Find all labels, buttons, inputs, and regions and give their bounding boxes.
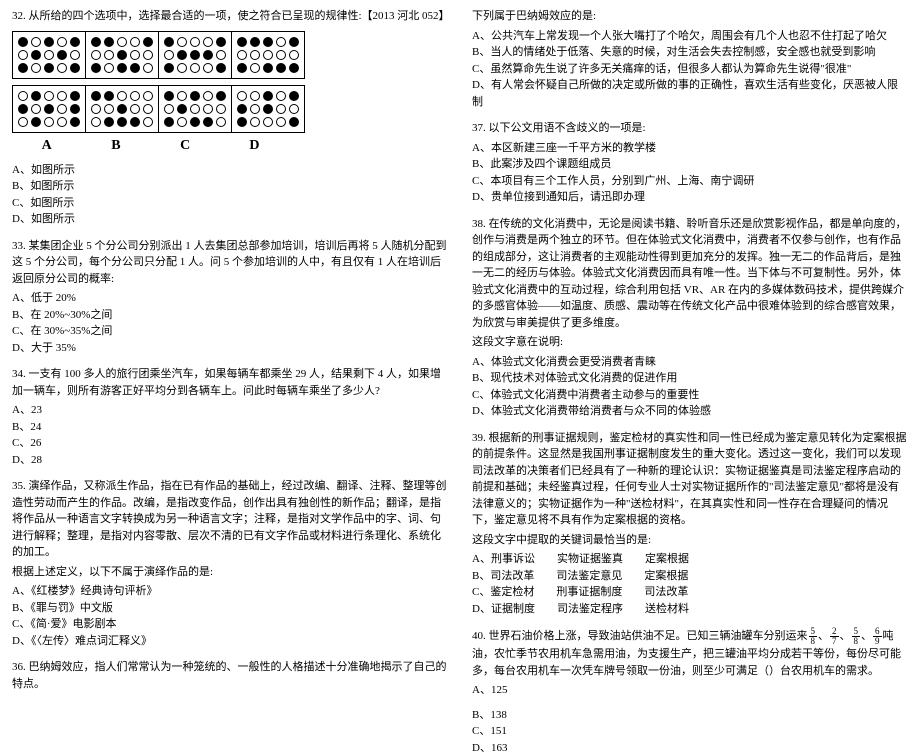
q39-options: A、刑事诉讼 实物证据鉴真 定案根据 B、司法改革 司法鉴定意见 定案根据 C、… (472, 551, 908, 617)
q37-opt-b: B、此案涉及四个课题组成员 (472, 156, 908, 173)
q40-opt-b: B、138 (472, 707, 908, 724)
q40-fractions: 58、27、58、69 (808, 627, 883, 646)
q37-opt-d: D、贵单位接到通知后，请迅即办理 (472, 189, 908, 206)
q36-text: 36. 巴纳姆效应，指人们常常认为一种笼统的、一般性的人格描述十分准确地揭示了自… (12, 659, 448, 692)
q34-opt-d: D、28 (12, 452, 448, 469)
question-36: 36. 巴纳姆效应，指人们常常认为一种笼统的、一般性的人格描述十分准确地揭示了自… (12, 659, 448, 692)
q38-text: 38. 在传统的文化消费中，无论是阅读书籍、聆听音乐还是欣赏影视作品，都是单向度… (472, 216, 908, 332)
q32-opt-d: D、如图所示 (12, 211, 448, 228)
q32-opt-a: A、如图所示 (12, 162, 448, 179)
q36b-opt-b: B、当人的情绪处于低落、失意的时候，对生活会失去控制感，安全感也就受到影响 (472, 44, 908, 61)
q34-options: A、23 B、24 C、26 D、28 (12, 402, 448, 468)
q32-opt-c: C、如图所示 (12, 195, 448, 212)
q39-opt-a: A、刑事诉讼 实物证据鉴真 定案根据 (472, 551, 908, 568)
q35-opt-b: B、《罪与罚》中文版 (12, 600, 448, 617)
q36b-opt-c: C、虽然算命先生说了许多无关痛痒的话，但很多人都认为算命先生说得"很准" (472, 61, 908, 78)
q37-options: A、本区新建三座一千平方米的教学楼 B、此案涉及四个课题组成员 C、本项目有三个… (472, 140, 908, 206)
q39-stem: 这段文字中提取的关键词最恰当的是: (472, 532, 908, 549)
question-35: 35. 演绎作品，又称派生作品，指在已有作品的基础上，经过改编、翻译、注释、整理… (12, 478, 448, 649)
q34-text: 34. 一支有 100 多人的旅行团乘坐汽车，如果每辆车都乘坐 29 人，结果剩… (12, 366, 448, 399)
q36b-opt-d: D、有人常会怀疑自己所做的决定或所做的事的正确性，喜欢生活有些变化，厌恶被人限制 (472, 77, 908, 110)
question-37: 37. 以下公文用语不含歧义的一项是: A、本区新建三座一千平方米的教学楼 B、… (472, 120, 908, 206)
q39-opt-b: B、司法改革 司法鉴定意见 定案根据 (472, 568, 908, 585)
q35-opt-d: D、《〈左传〉难点词汇释义》 (12, 633, 448, 650)
question-40: 40. 世界石油价格上涨，导致油站供油不足。已知三辆油罐车分别运来58、27、5… (472, 627, 908, 756)
q32-text: 32. 从所给的四个选项中，选择最合适的一项，使之符合已呈现的规律性:【2013… (12, 8, 448, 25)
q33-opt-b: B、在 20%~30%之间 (12, 307, 448, 324)
q33-options: A、低于 20% B、在 20%~30%之间 C、在 30%~35%之间 D、大… (12, 290, 448, 356)
q40-opt-c: C、151 (472, 723, 908, 740)
question-36b: 下列属于巴纳姆效应的是: A、公共汽车上常发现一个人张大嘴打了个哈欠，周围会有几… (472, 8, 908, 110)
right-column: 下列属于巴纳姆效应的是: A、公共汽车上常发现一个人张大嘴打了个哈欠，周围会有几… (460, 0, 920, 651)
q37-opt-c: C、本项目有三个工作人员，分别到广州、上海、南宁调研 (472, 173, 908, 190)
q34-opt-b: B、24 (12, 419, 448, 436)
q39-text: 39. 根据新的刑事证据规则，鉴定检材的真实性和同一性已经成为鉴定意见转化为定案… (472, 430, 908, 529)
q32-sequence (12, 31, 305, 79)
q33-opt-a: A、低于 20% (12, 290, 448, 307)
q33-opt-c: C、在 30%~35%之间 (12, 323, 448, 340)
q32-options: A、如图所示 B、如图所示 C、如图所示 D、如图所示 (12, 162, 448, 228)
q33-opt-d: D、大于 35% (12, 340, 448, 357)
q40-text-before: 40. 世界石油价格上涨，导致油站供油不足。已知三辆油罐车分别运来 (472, 630, 808, 642)
question-34: 34. 一支有 100 多人的旅行团乘坐汽车，如果每辆车都乘坐 29 人，结果剩… (12, 366, 448, 468)
q40-opt-d: D、163 (472, 740, 908, 756)
q35-opt-a: A、《红楼梦》经典诗句评析》 (12, 583, 448, 600)
q35-stem: 根据上述定义，以下不属于演绎作品的是: (12, 564, 448, 581)
q36b-text: 下列属于巴纳姆效应的是: (472, 8, 908, 25)
q36b-options: A、公共汽车上常发现一个人张大嘴打了个哈欠，周围会有几个人也忍不住打起了哈欠 B… (472, 28, 908, 111)
q35-opt-c: C、《简·爱》电影剧本 (12, 616, 448, 633)
q32-opt-b: B、如图所示 (12, 178, 448, 195)
q34-opt-c: C、26 (12, 435, 448, 452)
q35-options: A、《红楼梦》经典诗句评析》 B、《罪与罚》中文版 C、《简·爱》电影剧本 D、… (12, 583, 448, 649)
q40-opt-a: A、125 (472, 682, 908, 699)
q32-answers (12, 85, 305, 133)
q32-letters: ABCD (12, 135, 289, 156)
q38-opt-a: A、体验式文化消费会更受消费者青睐 (472, 354, 908, 371)
q40-text: 40. 世界石油价格上涨，导致油站供油不足。已知三辆油罐车分别运来58、27、5… (472, 627, 908, 679)
q38-opt-c: C、体验式文化消费中消费者主动参与的重要性 (472, 387, 908, 404)
q37-opt-a: A、本区新建三座一千平方米的教学楼 (472, 140, 908, 157)
q33-text: 33. 某集团企业 5 个分公司分别派出 1 人去集团总部参加培训，培训后再将 … (12, 238, 448, 288)
left-column: 32. 从所给的四个选项中，选择最合适的一项，使之符合已呈现的规律性:【2013… (0, 0, 460, 651)
question-33: 33. 某集团企业 5 个分公司分别派出 1 人去集团总部参加培训，培训后再将 … (12, 238, 448, 357)
q38-stem: 这段文字意在说明: (472, 334, 908, 351)
q40-options: A、125 B、138 C、151 D、163 (472, 682, 908, 756)
question-39: 39. 根据新的刑事证据规则，鉴定检材的真实性和同一性已经成为鉴定意见转化为定案… (472, 430, 908, 618)
q38-opt-b: B、现代技术对体验式文化消费的促进作用 (472, 370, 908, 387)
q38-options: A、体验式文化消费会更受消费者青睐 B、现代技术对体验式文化消费的促进作用 C、… (472, 354, 908, 420)
q37-text: 37. 以下公文用语不含歧义的一项是: (472, 120, 908, 137)
question-32: 32. 从所给的四个选项中，选择最合适的一项，使之符合已呈现的规律性:【2013… (12, 8, 448, 228)
q39-opt-d: D、证据制度 司法鉴定程序 送检材料 (472, 601, 908, 618)
q36b-opt-a: A、公共汽车上常发现一个人张大嘴打了个哈欠，周围会有几个人也忍不住打起了哈欠 (472, 28, 908, 45)
q39-opt-c: C、鉴定检材 刑事证据制度 司法改革 (472, 584, 908, 601)
question-38: 38. 在传统的文化消费中，无论是阅读书籍、聆听音乐还是欣赏影视作品，都是单向度… (472, 216, 908, 420)
q38-opt-d: D、体验式文化消费带给消费者与众不同的体验感 (472, 403, 908, 420)
q34-opt-a: A、23 (12, 402, 448, 419)
q35-text: 35. 演绎作品，又称派生作品，指在已有作品的基础上，经过改编、翻译、注释、整理… (12, 478, 448, 561)
